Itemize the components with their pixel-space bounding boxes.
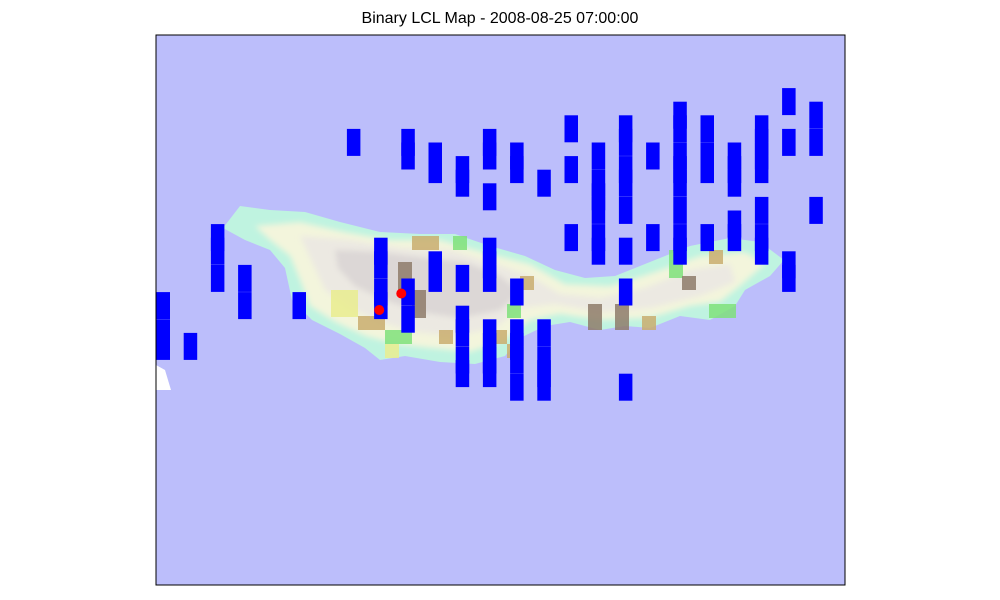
lcl-cell <box>455 264 470 292</box>
map-frame <box>155 34 846 586</box>
lcl-cell <box>809 128 823 156</box>
lcl-cell <box>564 156 578 184</box>
lcl-cell <box>401 142 415 170</box>
lcl-cell <box>618 373 633 401</box>
lcl-cell <box>455 360 470 388</box>
terrain-patch <box>682 276 696 290</box>
lcl-cell <box>510 373 524 401</box>
terrain-patches <box>331 236 736 358</box>
lcl-cell <box>618 196 633 224</box>
terrain-patch <box>453 236 467 250</box>
lcl-cell <box>510 156 524 184</box>
terrain-patch <box>615 304 629 330</box>
lcl-cell <box>673 196 687 224</box>
lcl-cell <box>156 292 170 320</box>
lcl-cell <box>428 156 442 184</box>
lcl-cell <box>374 251 388 279</box>
lcl-cell <box>346 128 361 156</box>
lcl-cell <box>782 128 796 156</box>
lcl-cell <box>618 169 633 197</box>
terrain-patch <box>588 304 602 330</box>
lcl-cell <box>754 237 769 265</box>
lcl-cell <box>482 346 497 374</box>
lcl-cell <box>510 346 524 374</box>
lcl-cell <box>809 101 823 129</box>
station-marker <box>374 305 385 315</box>
lcl-cell <box>618 128 633 156</box>
stations <box>374 288 407 315</box>
lcl-cell <box>537 169 551 197</box>
lcl-cell <box>183 332 198 360</box>
lcl-cell <box>727 169 742 197</box>
map-title: Binary LCL Map - 2008-08-25 07:00:00 <box>361 10 639 27</box>
lcl-cell <box>591 142 606 170</box>
lcl-cell <box>782 88 796 116</box>
lcl-cell <box>401 305 415 333</box>
terrain-patch <box>358 316 385 330</box>
lcl-cell <box>591 196 606 224</box>
lcl-cell <box>618 278 633 306</box>
lcl-cell <box>673 115 687 143</box>
lcl-cell <box>482 183 497 211</box>
terrain-patch <box>709 250 723 264</box>
lcl-cell <box>646 142 660 170</box>
lcl-cell <box>646 224 660 252</box>
lcl-cells <box>156 88 823 401</box>
lcl-cell <box>537 373 551 401</box>
terrain-patch <box>709 304 736 318</box>
terrain-patch <box>385 344 399 358</box>
lcl-cell <box>564 224 578 252</box>
lcl-cell <box>156 332 170 360</box>
lcl-cell <box>782 264 796 292</box>
lcl-cell <box>673 169 687 197</box>
lcl-cell <box>618 237 633 265</box>
lcl-cell <box>482 264 497 292</box>
terrain-patch <box>331 290 358 317</box>
terrain-patch <box>412 290 426 318</box>
lcl-cell <box>809 196 823 224</box>
lcl-cell <box>292 292 306 320</box>
lcl-cell <box>401 278 415 306</box>
lcl-cell <box>700 224 714 252</box>
terrain-patch <box>439 330 453 344</box>
land-fragment <box>156 365 171 390</box>
lcl-cell <box>210 237 225 265</box>
lcl-cell <box>210 264 225 292</box>
lcl-cell <box>754 156 769 184</box>
lcl-cell <box>238 264 252 292</box>
lcl-cell <box>238 292 252 320</box>
lcl-cell <box>700 156 714 184</box>
lcl-cell <box>700 115 714 143</box>
lcl-cell <box>428 264 442 292</box>
lcl-cell <box>510 278 524 306</box>
lcl-cell <box>591 237 606 265</box>
lcl-cell <box>564 115 578 143</box>
terrain-patch <box>507 304 521 318</box>
terrain-patch <box>412 236 439 250</box>
lcl-cell <box>537 319 551 347</box>
terrain-patch <box>385 330 412 344</box>
station-marker <box>396 288 407 299</box>
lcl-cell <box>673 237 687 265</box>
lcl-cell <box>727 224 742 252</box>
terrain-patch <box>642 316 656 330</box>
lcl-cell <box>482 142 497 170</box>
terrain-patch <box>493 330 507 344</box>
lcl-cell <box>455 319 470 347</box>
lcl-cell <box>754 196 769 224</box>
lcl-cell <box>455 169 470 197</box>
